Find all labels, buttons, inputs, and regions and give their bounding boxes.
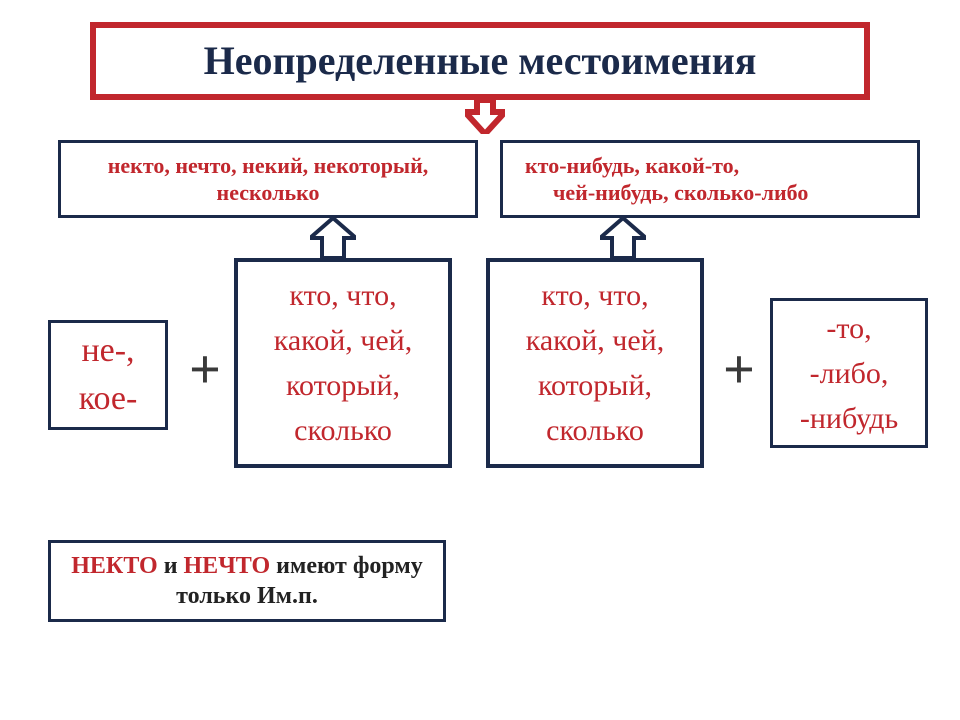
arrow-down-icon [465,100,505,134]
examples-suffix-line1: кто-нибудь, какой-то, [525,152,808,180]
suffix-line2: -либо, [800,351,898,396]
suffix-line3: -нибудь [800,396,898,441]
plus-right-icon: + [714,340,764,400]
note-box: НЕКТО и НЕЧТО имеют форму только Им.п. [48,540,446,622]
arrow-up-right-icon [600,218,646,258]
examples-suffix-box: кто-нибудь, какой-то, чей-нибудь, скольк… [500,140,920,218]
examples-prefix-box: некто, нечто, некий, некоторый, нескольк… [58,140,478,218]
base-right-line4: сколько [526,408,665,453]
suffix-line1: -то, [800,306,898,351]
examples-suffix-line2: чей-нибудь, сколько-либо [525,179,808,207]
base-right-line1: кто, что, [526,273,665,318]
plus-left-icon: + [180,340,230,400]
arrow-up-left-icon [310,218,356,258]
examples-prefix-line1: некто, нечто, некий, некоторый, [108,152,429,180]
base-right-line2: какой, чей, [526,318,665,363]
prefix-line2: кое- [79,375,138,423]
prefix-line1: не-, [79,327,138,375]
base-right-line3: который, [526,363,665,408]
note-line2: только Им.п. [71,581,423,611]
base-left-line2: какой, чей, [274,318,413,363]
note-line1: НЕКТО и НЕЧТО имеют форму [71,551,423,581]
base-left-line4: сколько [274,408,413,453]
base-left-line3: который, [274,363,413,408]
base-left-line1: кто, что, [274,273,413,318]
title-box: Неопределенные местоимения [90,22,870,100]
base-words-right-box: кто, что, какой, чей, который, сколько [486,258,704,468]
diagram-canvas: Неопределенные местоимения некто, нечто,… [0,0,960,720]
prefix-box: не-, кое- [48,320,168,430]
base-words-left-box: кто, что, какой, чей, который, сколько [234,258,452,468]
examples-prefix-line2: несколько [108,179,429,207]
title-text: Неопределенные местоимения [204,36,757,86]
suffix-box: -то, -либо, -нибудь [770,298,928,448]
